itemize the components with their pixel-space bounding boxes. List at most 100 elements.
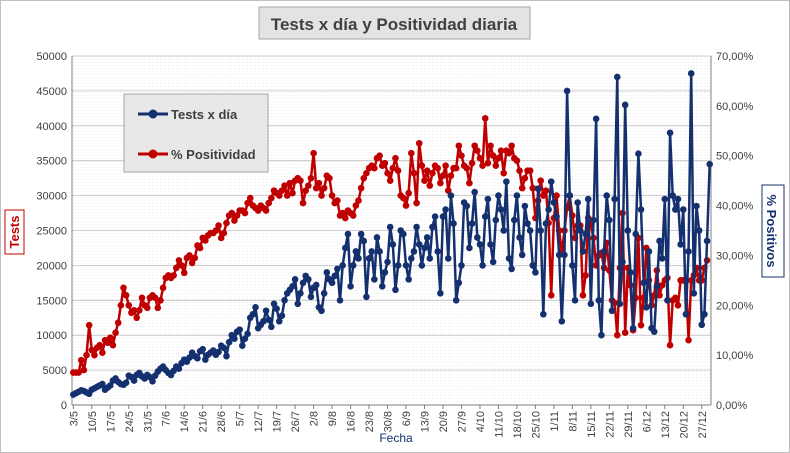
positividad-point	[463, 164, 471, 172]
positividad-point	[513, 157, 521, 164]
positividad-point	[178, 262, 185, 269]
tests-point	[466, 244, 473, 252]
positividad-point	[326, 174, 333, 182]
tests-point	[479, 262, 486, 269]
positividad-point	[376, 152, 383, 160]
positividad-point	[106, 334, 114, 341]
tests-point	[305, 276, 312, 283]
tests-point	[149, 377, 156, 385]
ylabel-left: Tests	[7, 216, 22, 249]
positividad-point	[466, 179, 473, 187]
tests-point	[706, 160, 713, 168]
tests-point	[579, 248, 587, 255]
tests-point	[347, 283, 354, 290]
positividad-point	[283, 192, 291, 199]
xtick-label: 18/10	[512, 411, 524, 439]
positividad-point	[656, 292, 663, 299]
ytick-right-label: 10,00%	[716, 350, 754, 362]
tests-point	[624, 227, 632, 234]
tests-point	[576, 227, 584, 234]
positividad-point	[410, 169, 418, 177]
tests-point	[690, 290, 698, 297]
tests-point	[666, 129, 674, 137]
ytick-right-label: 50,00%	[716, 151, 754, 163]
positividad-point	[244, 199, 251, 207]
positividad-point	[429, 169, 436, 177]
tests-point	[510, 216, 518, 224]
axis-layer: 0 5000 10000 15000 20000 25000 30000 35000 40000…	[36, 51, 753, 439]
tests-point	[669, 192, 677, 199]
ytick-left-label: 45000	[36, 86, 67, 98]
positividad-point	[77, 356, 85, 364]
tests-point	[418, 262, 426, 269]
xtick-label: 11/10	[493, 411, 505, 438]
tests-point	[220, 344, 228, 352]
positividad-point	[104, 339, 111, 346]
chart-title: Tests x día y Positividad diaria	[271, 15, 518, 34]
title-box	[258, 6, 531, 40]
positividad-point	[315, 179, 323, 187]
positividad-point	[518, 184, 526, 192]
tests-point	[426, 255, 434, 262]
xtick-label: 31/5	[142, 411, 154, 432]
xtick-label: 21/6	[198, 411, 210, 432]
tests-point	[561, 251, 568, 259]
tests-point	[400, 230, 407, 238]
tests-point	[540, 310, 547, 318]
xtick-label: 4/10	[475, 411, 487, 432]
tests-point	[447, 192, 455, 199]
positividad-point	[455, 142, 463, 150]
positividad-point	[114, 319, 122, 327]
positividad-point	[233, 212, 241, 219]
tests-point	[268, 323, 275, 331]
tests-point	[495, 192, 502, 199]
tests-point	[574, 199, 581, 206]
tests-point	[658, 255, 666, 262]
positividad-point	[289, 189, 296, 197]
ylabel-right-box	[761, 184, 785, 278]
positividad-point	[120, 284, 127, 292]
tests-point	[521, 202, 529, 210]
tests-point	[492, 216, 500, 224]
tests-point	[542, 220, 550, 227]
tests-point	[555, 251, 563, 259]
tests-point	[643, 303, 650, 311]
positividad-point	[191, 254, 199, 262]
ytick-right-label: 20,00%	[716, 300, 754, 312]
tests-point	[587, 300, 595, 308]
tests-point	[656, 237, 663, 245]
positividad-point	[228, 209, 236, 217]
xlabel: Fecha	[379, 431, 413, 445]
ytick-left-label: 25000	[36, 226, 67, 238]
tests-point	[468, 220, 476, 227]
positividad-point	[99, 349, 106, 356]
positividad-point	[159, 284, 167, 292]
positividad-point	[481, 115, 489, 122]
tests-point	[363, 293, 370, 301]
legend	[123, 93, 269, 173]
tests-point	[312, 281, 320, 289]
tests-point	[260, 317, 267, 325]
tests-point	[608, 307, 616, 315]
positividad-point	[154, 304, 162, 312]
positividad-point	[537, 177, 544, 184]
legend-tests-label: Tests x día	[171, 107, 238, 122]
tests-point	[444, 255, 452, 262]
tests-point	[616, 300, 624, 308]
tests-point	[289, 283, 296, 290]
positividad-point	[408, 149, 415, 157]
xtick-label: 20/12	[678, 411, 690, 439]
tests-point	[336, 297, 344, 304]
positividad-point	[505, 149, 513, 157]
positividad-point	[637, 321, 645, 329]
tests-point	[334, 265, 341, 273]
positividad-point	[334, 197, 341, 204]
positividad-point	[265, 199, 273, 207]
tests-point	[650, 328, 658, 336]
ylabel-left-box	[4, 209, 25, 255]
tests-point	[532, 269, 539, 276]
xtick-label: 6/9	[401, 411, 413, 426]
positividad-point	[540, 192, 547, 199]
